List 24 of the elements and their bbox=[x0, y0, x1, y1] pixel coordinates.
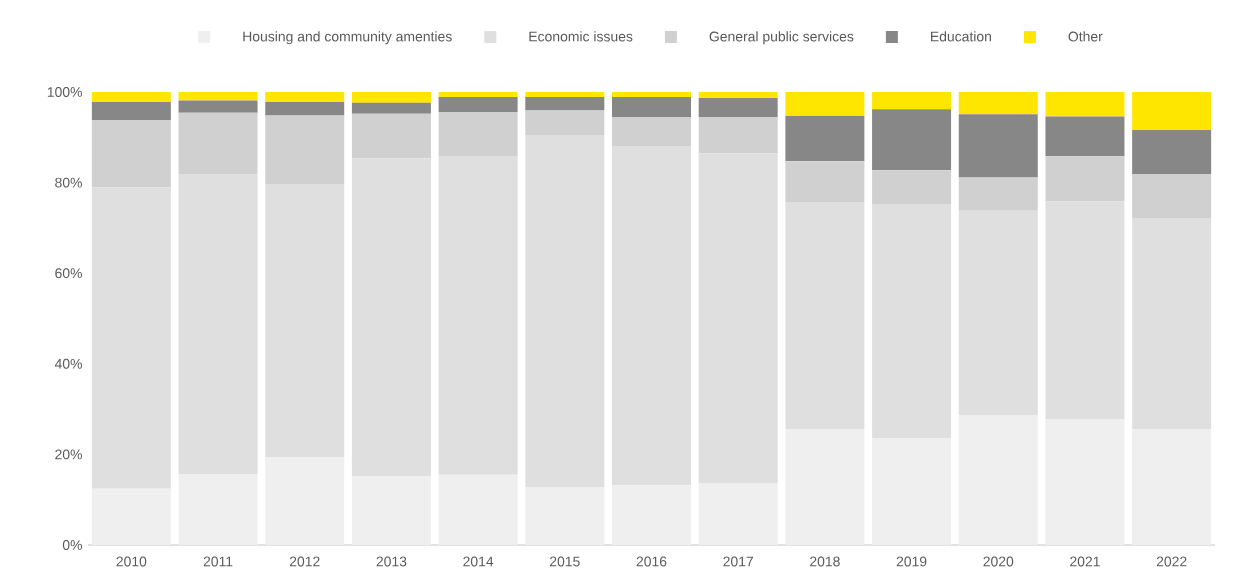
legend-label: General public services bbox=[709, 31, 854, 45]
x-tick-label: 2011 bbox=[203, 556, 233, 567]
y-tick-label: 0% bbox=[62, 540, 82, 550]
x-tick-label: 2012 bbox=[289, 556, 320, 567]
y-tick-label: 40% bbox=[54, 358, 82, 369]
x-tick-label: 2014 bbox=[463, 556, 494, 567]
x-tick-label: 2018 bbox=[810, 556, 840, 567]
x-tick-label: 2016 bbox=[636, 556, 667, 567]
x-tick-label: 2021 bbox=[1070, 556, 1100, 567]
legend-label: Housing and community amenties bbox=[243, 31, 452, 45]
legend-label: Other bbox=[1068, 31, 1103, 42]
legend-label: Education bbox=[931, 31, 991, 42]
x-tick-label: 2020 bbox=[983, 556, 1014, 567]
x-tick-label: 2019 bbox=[896, 556, 927, 567]
y-tick-label: 20% bbox=[55, 449, 82, 460]
legend-label: Economic issues bbox=[529, 31, 633, 42]
x-tick-label: 2010 bbox=[116, 556, 147, 567]
y-tick-label: 100% bbox=[47, 87, 82, 97]
x-tick-label: 2015 bbox=[550, 556, 580, 567]
x-tick-label: 2013 bbox=[376, 556, 407, 567]
y-tick-label: 80% bbox=[55, 177, 82, 188]
x-tick-label: 2022 bbox=[1156, 556, 1187, 567]
x-tick-label: 2017 bbox=[723, 556, 753, 567]
y-tick-label: 60% bbox=[55, 268, 82, 279]
